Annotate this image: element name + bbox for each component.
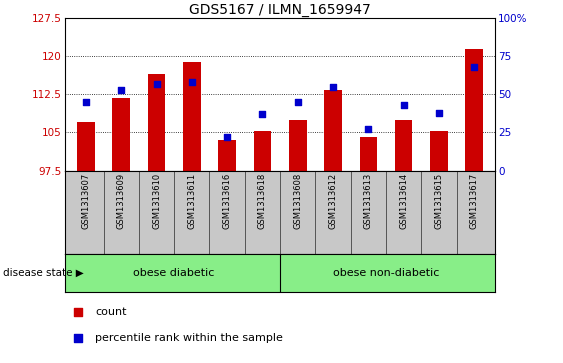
Text: disease state ▶: disease state ▶ bbox=[3, 268, 83, 278]
Point bbox=[470, 64, 479, 70]
Bar bbox=[466, 49, 483, 171]
Text: percentile rank within the sample: percentile rank within the sample bbox=[95, 333, 283, 343]
Point bbox=[117, 87, 126, 93]
Bar bbox=[183, 62, 200, 171]
Point bbox=[152, 81, 161, 87]
Text: GSM1313614: GSM1313614 bbox=[399, 173, 408, 229]
Bar bbox=[360, 136, 377, 171]
Point bbox=[82, 99, 91, 105]
Point bbox=[222, 134, 231, 140]
Point bbox=[258, 111, 267, 117]
Point bbox=[399, 102, 408, 108]
Bar bbox=[218, 140, 236, 171]
Text: GSM1313611: GSM1313611 bbox=[187, 173, 196, 229]
Text: GSM1313609: GSM1313609 bbox=[117, 173, 126, 229]
Text: GSM1313615: GSM1313615 bbox=[435, 173, 444, 229]
Text: GSM1313618: GSM1313618 bbox=[258, 173, 267, 229]
Text: GSM1313613: GSM1313613 bbox=[364, 173, 373, 229]
Point bbox=[329, 84, 338, 90]
Point bbox=[187, 79, 196, 85]
Text: GSM1313610: GSM1313610 bbox=[152, 173, 161, 229]
Bar bbox=[289, 120, 307, 171]
Text: GSM1313608: GSM1313608 bbox=[293, 173, 302, 229]
Text: GSM1313612: GSM1313612 bbox=[329, 173, 338, 229]
Bar bbox=[77, 122, 95, 171]
Point bbox=[73, 309, 82, 314]
Text: obese non-diabetic: obese non-diabetic bbox=[333, 268, 439, 278]
Text: obese diabetic: obese diabetic bbox=[133, 268, 215, 278]
Bar bbox=[430, 131, 448, 171]
Bar bbox=[395, 120, 413, 171]
Point bbox=[73, 335, 82, 341]
Point bbox=[435, 110, 444, 115]
Text: GSM1313616: GSM1313616 bbox=[222, 173, 231, 229]
Text: GSM1313607: GSM1313607 bbox=[82, 173, 91, 229]
Text: count: count bbox=[95, 307, 127, 317]
Text: GSM1313617: GSM1313617 bbox=[470, 173, 479, 229]
Point bbox=[364, 127, 373, 132]
Bar bbox=[253, 131, 271, 171]
Title: GDS5167 / ILMN_1659947: GDS5167 / ILMN_1659947 bbox=[189, 3, 371, 17]
Bar bbox=[324, 90, 342, 171]
Bar bbox=[113, 98, 130, 171]
Point bbox=[293, 99, 302, 105]
Bar bbox=[148, 74, 166, 171]
